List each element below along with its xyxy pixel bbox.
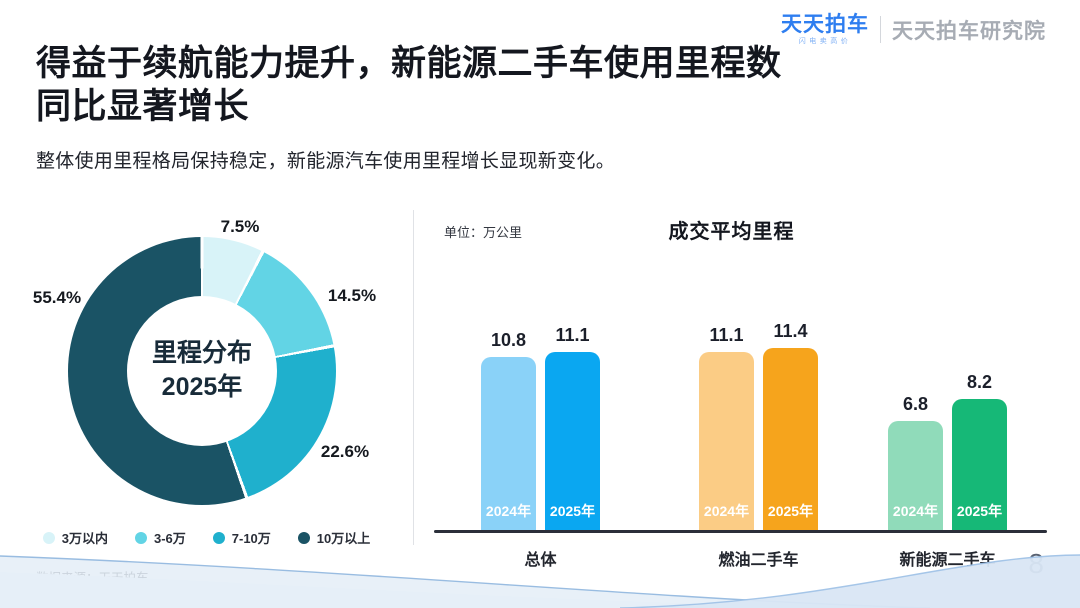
bar-year-label: 2025年: [767, 503, 814, 519]
donut-center-title: 里程分布 2025年: [152, 337, 252, 405]
logo-divider: [880, 16, 881, 43]
data-source-note: 数据来源：天天拍车: [36, 571, 149, 585]
research-institute-logo-text: 天天拍车研究院: [892, 19, 1046, 43]
bar-value-label: 11.1: [709, 325, 744, 346]
legend-dot: [297, 531, 310, 544]
bar-chart-panel: 单位：万公里 成交平均里程 10.8 2024年 11.1 2025年 总体 11.1 20…: [413, 200, 1080, 575]
bar-category-label: 燃油二手车: [718, 552, 799, 569]
bar-year-label: 2024年: [703, 503, 750, 519]
bar: 11.1 2024年: [699, 325, 754, 530]
bar-chart-title: 成交平均里程: [668, 221, 795, 243]
bar-value-label: 11.4: [773, 320, 808, 341]
donut-percent-label: 7.5%: [220, 217, 260, 236]
ttpai-logo: 天天拍车 闪电卖高价: [781, 14, 869, 45]
ttpai-logo-text: 天天拍车: [781, 13, 869, 36]
bar-year-label: 2025年: [549, 503, 596, 519]
legend-label: 10万以上: [316, 531, 371, 546]
legend-dot: [212, 531, 225, 544]
page-title-line1: 得益于续航能力提升，新能源二手车使用里程数: [36, 44, 782, 83]
header-logos: 天天拍车 闪电卖高价 天天拍车研究院: [781, 14, 1046, 45]
donut-percent-label: 55.4%: [32, 288, 82, 307]
donut-legend: 3万以内 3-6万 7-10万 10万以上: [0, 528, 413, 547]
bar: 6.8 2024年: [888, 394, 943, 530]
x-axis-line: [434, 530, 1047, 533]
donut-hole: 里程分布 2025年: [127, 296, 277, 446]
legend-label: 7-10万: [231, 531, 271, 546]
bar-category-label: 新能源二手车: [899, 552, 996, 569]
page-title-line2: 同比显著增长: [36, 87, 250, 127]
ttpai-logo-tagline: 闪电卖高价: [798, 38, 852, 45]
donut-chart-panel: 里程分布 2025年 7.5% 14.5% 22.6% 55.4% 3万以内 3-6万 7…: [0, 200, 413, 575]
bar-year-label: 2024年: [892, 503, 939, 519]
donut-percent-label: 14.5%: [327, 286, 377, 305]
donut-center-line2: 2025年: [161, 373, 243, 401]
unit-label: 单位：万公里: [444, 225, 523, 240]
bar-group: 11.1 2024年 11.4 2025年燃油二手车: [699, 321, 818, 569]
bar-group: 6.8 2024年 8.2 2025年新能源二手车: [888, 372, 1007, 569]
legend-item: 3-6万: [134, 528, 186, 547]
panel-divider: [413, 210, 414, 545]
bar-year-label: 2024年: [485, 503, 532, 519]
bar-value-label: 10.8: [490, 330, 527, 351]
legend-dot: [42, 531, 55, 544]
bar-value-label: 6.8: [902, 394, 929, 415]
bar-year-label: 2025年: [956, 503, 1003, 519]
legend-item: 10万以上: [297, 528, 371, 547]
bar-group: 10.8 2024年 11.1 2025年总体: [481, 325, 600, 569]
bar: 10.8 2024年: [481, 330, 536, 530]
bar-groups: 10.8 2024年 11.1 2025年总体 11.1 2024年 11.4 2025年燃油…: [413, 200, 1080, 575]
page-subtitle: 整体使用里程格局保持稳定，新能源汽车使用里程增长显现新变化。: [36, 151, 616, 172]
page-title: 得益于续航能力提升，新能源二手车使用里程数 同比显著增长: [36, 42, 1016, 129]
bar-category-label: 总体: [524, 552, 557, 569]
bar: 8.2 2025年: [952, 372, 1007, 530]
donut-center-line1: 里程分布: [151, 339, 252, 368]
legend-label: 3万以内: [61, 531, 108, 546]
legend-item: 7-10万: [212, 528, 271, 547]
legend-item: 3万以内: [42, 528, 108, 547]
legend-dot: [134, 531, 147, 544]
bar: 11.4 2025年: [763, 321, 818, 530]
legend-label: 3-6万: [153, 531, 186, 546]
donut-percent-label: 22.6%: [320, 442, 370, 461]
bar-value-label: 11.1: [555, 325, 590, 346]
page-number: 8: [1028, 548, 1044, 579]
bar: 11.1 2025年: [545, 325, 600, 530]
bar-value-label: 8.2: [966, 371, 993, 392]
